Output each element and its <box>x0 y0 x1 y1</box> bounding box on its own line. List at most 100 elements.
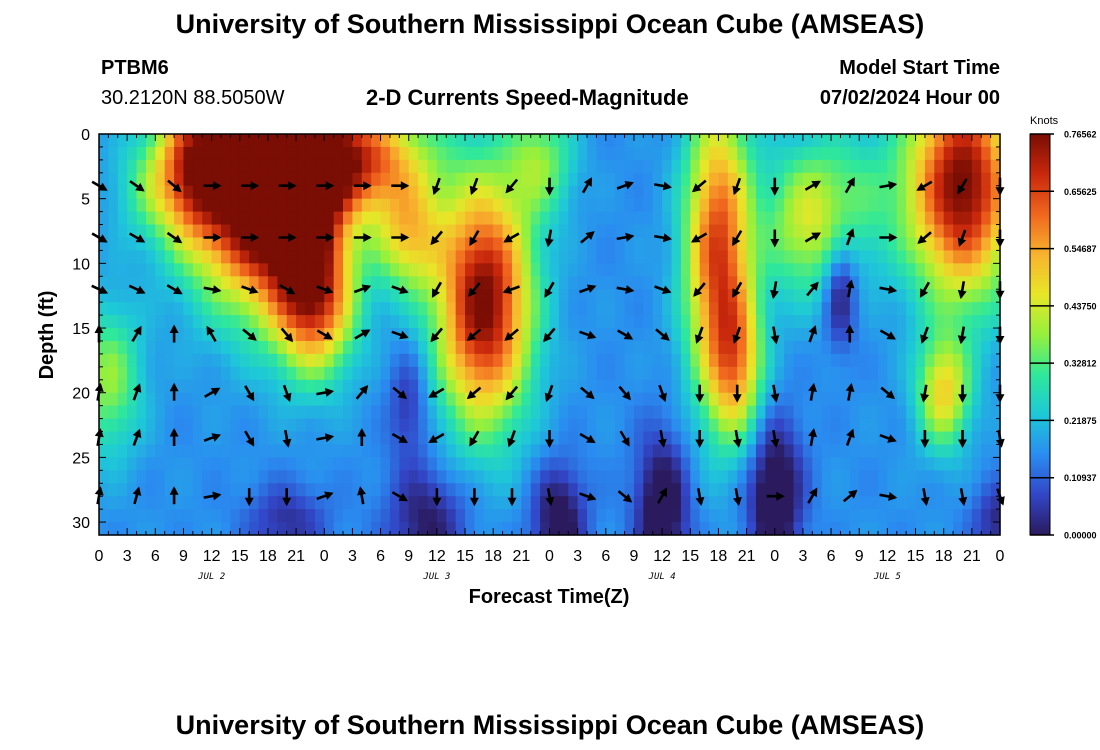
heatmap-cell <box>615 522 626 536</box>
heatmap-cell <box>221 418 231 433</box>
heatmap-cell <box>483 224 494 239</box>
current-vector-head <box>282 438 292 448</box>
heatmap-cell <box>765 185 776 200</box>
heatmap-cell <box>305 340 316 355</box>
heatmap-cell <box>136 392 147 407</box>
heatmap-cell <box>418 237 429 252</box>
heatmap-cell <box>859 366 870 381</box>
heatmap-cell <box>774 263 785 277</box>
heatmap-cell <box>380 185 391 200</box>
heatmap-cell <box>774 211 785 226</box>
heatmap-cell <box>971 146 982 161</box>
heatmap-cell <box>699 470 710 484</box>
heatmap-cell <box>108 211 119 226</box>
heatmap-cell <box>183 172 194 187</box>
current-vector-arrow <box>653 181 672 191</box>
heatmap-cell <box>474 405 485 420</box>
heatmap-cell <box>493 366 504 381</box>
heatmap-cell <box>953 224 964 239</box>
heatmap-cell <box>896 483 907 497</box>
heatmap-cell <box>455 405 466 420</box>
heatmap-cell <box>174 483 185 497</box>
heatmap-cell <box>286 198 297 213</box>
heatmap-cell <box>868 146 879 161</box>
heatmap-cell <box>906 418 917 433</box>
heatmap-cell <box>314 457 325 471</box>
heatmap-cell <box>831 315 842 329</box>
heatmap-cell <box>324 470 335 484</box>
heatmap-cell <box>915 483 926 497</box>
heatmap-cell <box>249 224 260 239</box>
heatmap-cell <box>174 405 185 420</box>
heatmap-cell <box>643 250 654 264</box>
heatmap-cell <box>615 263 626 277</box>
heatmap-cell <box>436 159 447 174</box>
current-vector-head <box>887 434 897 443</box>
heatmap-cell <box>831 496 842 510</box>
heatmap-cell <box>802 211 813 226</box>
heatmap-cell <box>408 146 419 161</box>
heatmap-cell <box>136 522 147 536</box>
heatmap-cell <box>418 134 429 148</box>
heatmap-cell <box>812 431 823 446</box>
heatmap-cell <box>615 146 626 161</box>
heatmap-cell <box>465 340 476 355</box>
heatmap-cell <box>793 340 804 355</box>
current-vector-arrow <box>617 329 634 340</box>
heatmap-cell <box>812 457 823 471</box>
current-vector-head <box>244 497 254 507</box>
heatmap-cell <box>455 211 466 226</box>
heatmap-cell <box>511 405 522 420</box>
heatmap-cell <box>962 405 973 420</box>
heatmap-cell <box>202 134 213 148</box>
heatmap-cell <box>849 353 860 368</box>
heatmap-cell <box>643 522 654 536</box>
heatmap-cell <box>108 159 119 174</box>
heatmap-cell <box>474 237 485 252</box>
heatmap-cell <box>915 146 926 161</box>
heatmap-cell <box>662 470 673 484</box>
heatmap-cell <box>849 276 860 290</box>
heatmap-cell <box>558 159 569 174</box>
heatmap-cell <box>333 483 344 497</box>
heatmap-cell <box>371 172 382 187</box>
heatmap-cell <box>868 509 879 523</box>
heatmap-cell <box>530 146 541 161</box>
heatmap-cell <box>981 172 992 187</box>
heatmap-cell <box>230 379 241 394</box>
heatmap-cell <box>774 198 785 213</box>
heatmap-cell <box>727 483 738 497</box>
heatmap-cell <box>239 250 250 264</box>
heatmap-cell <box>859 431 870 446</box>
heatmap-cell <box>324 134 335 148</box>
heatmap-cell <box>643 483 654 497</box>
heatmap-cell <box>784 289 795 303</box>
heatmap-cell <box>117 211 128 226</box>
heatmap-cell <box>305 289 316 303</box>
heatmap-cell <box>540 444 551 458</box>
heatmap-cell <box>840 211 851 226</box>
heatmap-cell <box>239 405 250 420</box>
heatmap-cell <box>314 302 325 316</box>
heatmap-cell <box>624 315 635 329</box>
heatmap-cell <box>549 185 560 200</box>
heatmap-cell <box>136 263 147 277</box>
heatmap-cell <box>202 457 213 471</box>
heatmap-cell <box>840 353 851 368</box>
heatmap-cell <box>615 185 626 200</box>
heatmap-cell <box>774 276 785 290</box>
heatmap-cell <box>305 483 316 497</box>
heatmap-cell <box>840 172 851 187</box>
heatmap-cell <box>408 211 419 226</box>
heatmap-cell <box>108 172 119 187</box>
heatmap-cell <box>962 379 973 394</box>
heatmap-cell <box>530 172 541 187</box>
heatmap-cell <box>915 431 926 446</box>
heatmap-cell <box>455 289 466 303</box>
heatmap-cell <box>633 366 644 381</box>
heatmap-cell <box>117 366 128 381</box>
heatmap-cell <box>887 315 898 329</box>
heatmap-cell <box>718 522 729 536</box>
heatmap-cell <box>915 315 926 329</box>
heatmap-cell <box>962 418 973 433</box>
